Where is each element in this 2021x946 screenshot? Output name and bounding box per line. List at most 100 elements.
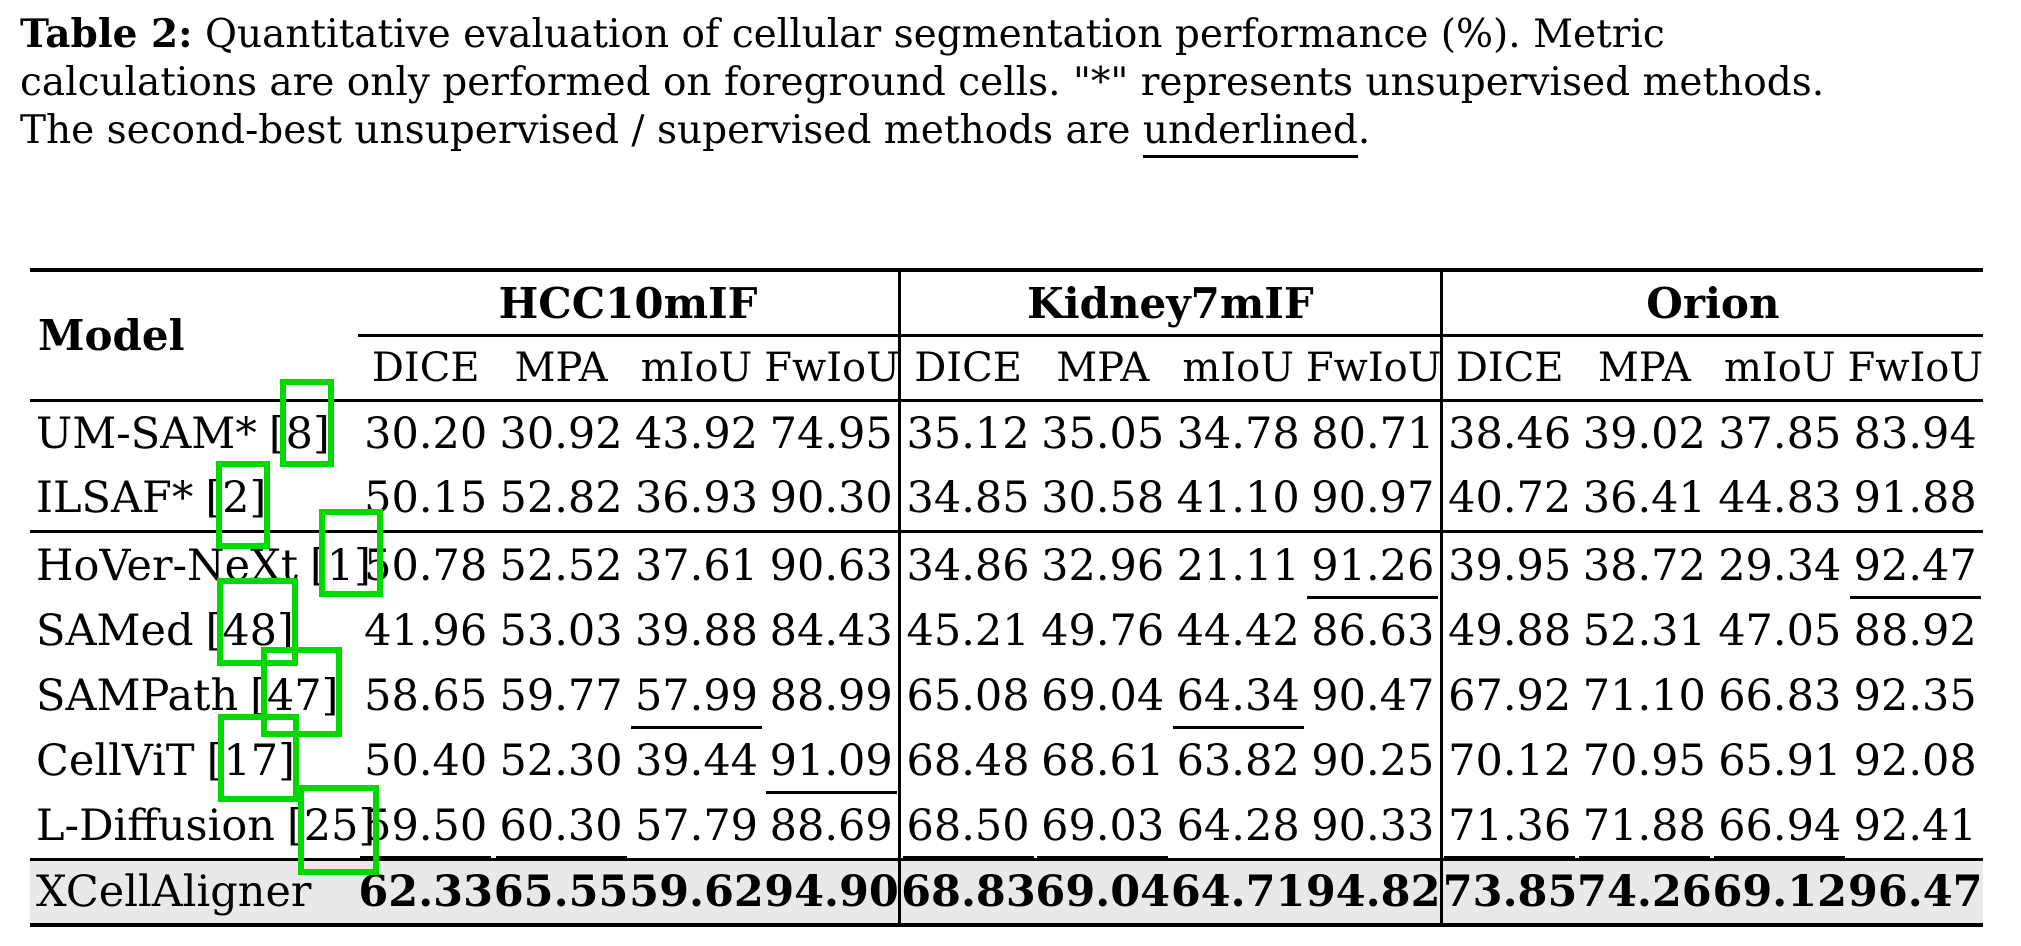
- model-name: SAMPath: [36, 670, 239, 721]
- value-cell: 52.31: [1582, 605, 1706, 656]
- metric-header-orion-mpa: MPA: [1576, 335, 1713, 402]
- metric-header-hcc10mif-dice: DICE: [357, 335, 494, 402]
- value-cell: 86.63: [1311, 605, 1435, 656]
- model-name: HoVer-NeXt: [36, 540, 298, 591]
- underlined-value: 57.99: [630, 673, 763, 729]
- model-cell: L-Diffusion [25]: [30, 784, 380, 875]
- citation-text: [48]: [205, 605, 294, 656]
- value-cell: 64.71: [1170, 858, 1306, 925]
- citation-link[interactable]: [8]: [268, 379, 334, 467]
- value-cell: 80.71: [1311, 409, 1435, 459]
- value-cell: 53.03: [499, 605, 623, 656]
- model-cell: XCellAligner: [30, 858, 358, 925]
- value-cell: 36.41: [1576, 466, 1713, 533]
- caption-line-2: calculations are only performed on foreg…: [20, 59, 2010, 107]
- value-cell: 52.52: [499, 540, 623, 591]
- value-cell: 44.83: [1712, 466, 1848, 533]
- value-cell: 90.97: [1305, 466, 1442, 533]
- model-name: CellViT: [36, 735, 195, 786]
- citation-link[interactable]: [25]: [286, 784, 380, 875]
- value-cell: 38.72: [1582, 540, 1706, 591]
- value-cell: 71.36: [1439, 793, 1577, 860]
- table-row-um-sam: UM-SAM* [8] 30.20 30.92 43.92 74.95 35.12 35.05…: [30, 379, 1983, 467]
- group-header-hcc10mif: HCC10mIF: [357, 270, 900, 337]
- model-cell: HoVer-NeXt [1]: [30, 508, 383, 599]
- metric-header-kidney7mif-miou: mIoU: [1170, 335, 1306, 402]
- value-cell: 39.88: [634, 605, 759, 656]
- value-cell: 94.90: [764, 858, 900, 925]
- metric-header-hcc10mif-miou: mIoU: [628, 335, 765, 402]
- citation-link[interactable]: [17]: [207, 713, 299, 802]
- value-cell: 52.30: [499, 735, 623, 786]
- value-cell: 29.34: [1718, 540, 1842, 591]
- value-cell: 67.92: [1439, 663, 1577, 728]
- value-cell: 74.26: [1576, 858, 1713, 925]
- metric-header-kidney7mif-mpa: MPA: [1035, 335, 1171, 402]
- value-cell: 36.93: [628, 466, 765, 533]
- value-cell: 69.04: [1041, 670, 1165, 721]
- model-column-header: Model: [30, 270, 358, 402]
- value-cell: 59.77: [499, 670, 623, 721]
- model-cell: SAMPath [47]: [30, 646, 358, 737]
- citation-link[interactable]: [2]: [205, 461, 271, 549]
- citation-text: [47]: [250, 670, 339, 721]
- value-cell: 94.82: [1305, 858, 1442, 925]
- value-cell: 68.61: [1041, 735, 1165, 786]
- table-row-ilsaf: ILSAF* [2] 50.15 52.82 36.93 90.30 34.85 30.58 4…: [30, 461, 1983, 549]
- table-row-cellvit: CellViT [17] 50.40 52.30 39.44 91.09 68.48 68.6…: [30, 713, 1983, 802]
- metric-header-hcc10mif-mpa: MPA: [493, 335, 629, 402]
- citation-link[interactable]: [48]: [205, 577, 298, 666]
- metric-header-row: DICE MPA mIoU FwIoU DICE MPA mIoU FwIoU DICE MPA m…: [30, 335, 1983, 402]
- table-caption: Table 2: Quantitative evaluation of cell…: [20, 10, 2010, 158]
- value-cell: 50.15: [357, 466, 494, 533]
- value-cell: 35.12: [898, 400, 1036, 466]
- value-cell: 88.69: [769, 800, 893, 851]
- value-cell: 64.34: [1170, 663, 1305, 729]
- value-cell: 57.79: [634, 800, 759, 851]
- table-row-samed: SAMed [48] 41.96 53.03 39.88 84.43 45.21 49.76 4…: [30, 577, 1983, 666]
- underlined-value: 71.88: [1578, 803, 1710, 859]
- citation-text: [1]: [310, 540, 371, 591]
- model-cell: ILSAF* [2]: [30, 461, 358, 549]
- caption-underlined-word: underlined: [1142, 108, 1358, 158]
- citation-link[interactable]: [47]: [250, 646, 343, 737]
- value-cell: 47.05: [1718, 605, 1842, 656]
- value-cell: 90.25: [1311, 735, 1435, 786]
- model-name: L-Diffusion: [36, 800, 275, 851]
- metric-header-orion-miou: mIoU: [1712, 335, 1848, 402]
- metric-header-orion-dice: DICE: [1439, 335, 1577, 402]
- value-cell: 68.83: [898, 858, 1036, 925]
- value-cell: 92.41: [1853, 800, 1977, 851]
- citation-text: [8]: [268, 409, 330, 459]
- value-cell: 60.30: [493, 793, 628, 860]
- value-cell: 91.88: [1847, 466, 1983, 533]
- value-cell: 65.91: [1718, 735, 1842, 786]
- citation-text: [2]: [205, 473, 267, 523]
- caption-line-1: Table 2: Quantitative evaluation of cell…: [20, 10, 2010, 59]
- value-cell: 30.58: [1035, 466, 1171, 533]
- value-cell: 68.48: [898, 728, 1036, 793]
- value-cell: 59.50: [358, 793, 493, 860]
- metric-header-kidney7mif-fwiou: FwIoU: [1305, 335, 1441, 402]
- value-cell: 84.43: [769, 605, 893, 656]
- underlined-value: 59.50: [360, 803, 492, 859]
- value-cell: 71.10: [1582, 670, 1706, 721]
- caption-text-2: calculations are only performed on foreg…: [20, 60, 1825, 105]
- value-cell: 90.33: [1311, 800, 1435, 851]
- value-cell: 73.85: [1439, 858, 1577, 925]
- value-cell: 71.88: [1577, 793, 1712, 860]
- table-row-sampath: SAMPath [47] 58.65 59.77 57.99 88.99 65.08 69.0…: [30, 646, 1983, 737]
- underlined-value: 71.36: [1444, 803, 1576, 859]
- value-cell: 52.82: [493, 466, 629, 533]
- value-cell: 92.08: [1853, 735, 1977, 786]
- value-cell: 38.46: [1439, 400, 1577, 466]
- caption-text-3-end: .: [1357, 108, 1371, 153]
- caption-text-3: The second-best unsupervised / supervise…: [20, 108, 1143, 153]
- citation-text: [25]: [286, 800, 376, 851]
- value-cell: 66.94: [1712, 793, 1847, 860]
- value-cell: 49.76: [1041, 605, 1165, 656]
- value-cell: 50.78: [364, 540, 488, 591]
- model-cell: SAMed [48]: [30, 577, 358, 666]
- citation-link[interactable]: [1]: [310, 508, 383, 597]
